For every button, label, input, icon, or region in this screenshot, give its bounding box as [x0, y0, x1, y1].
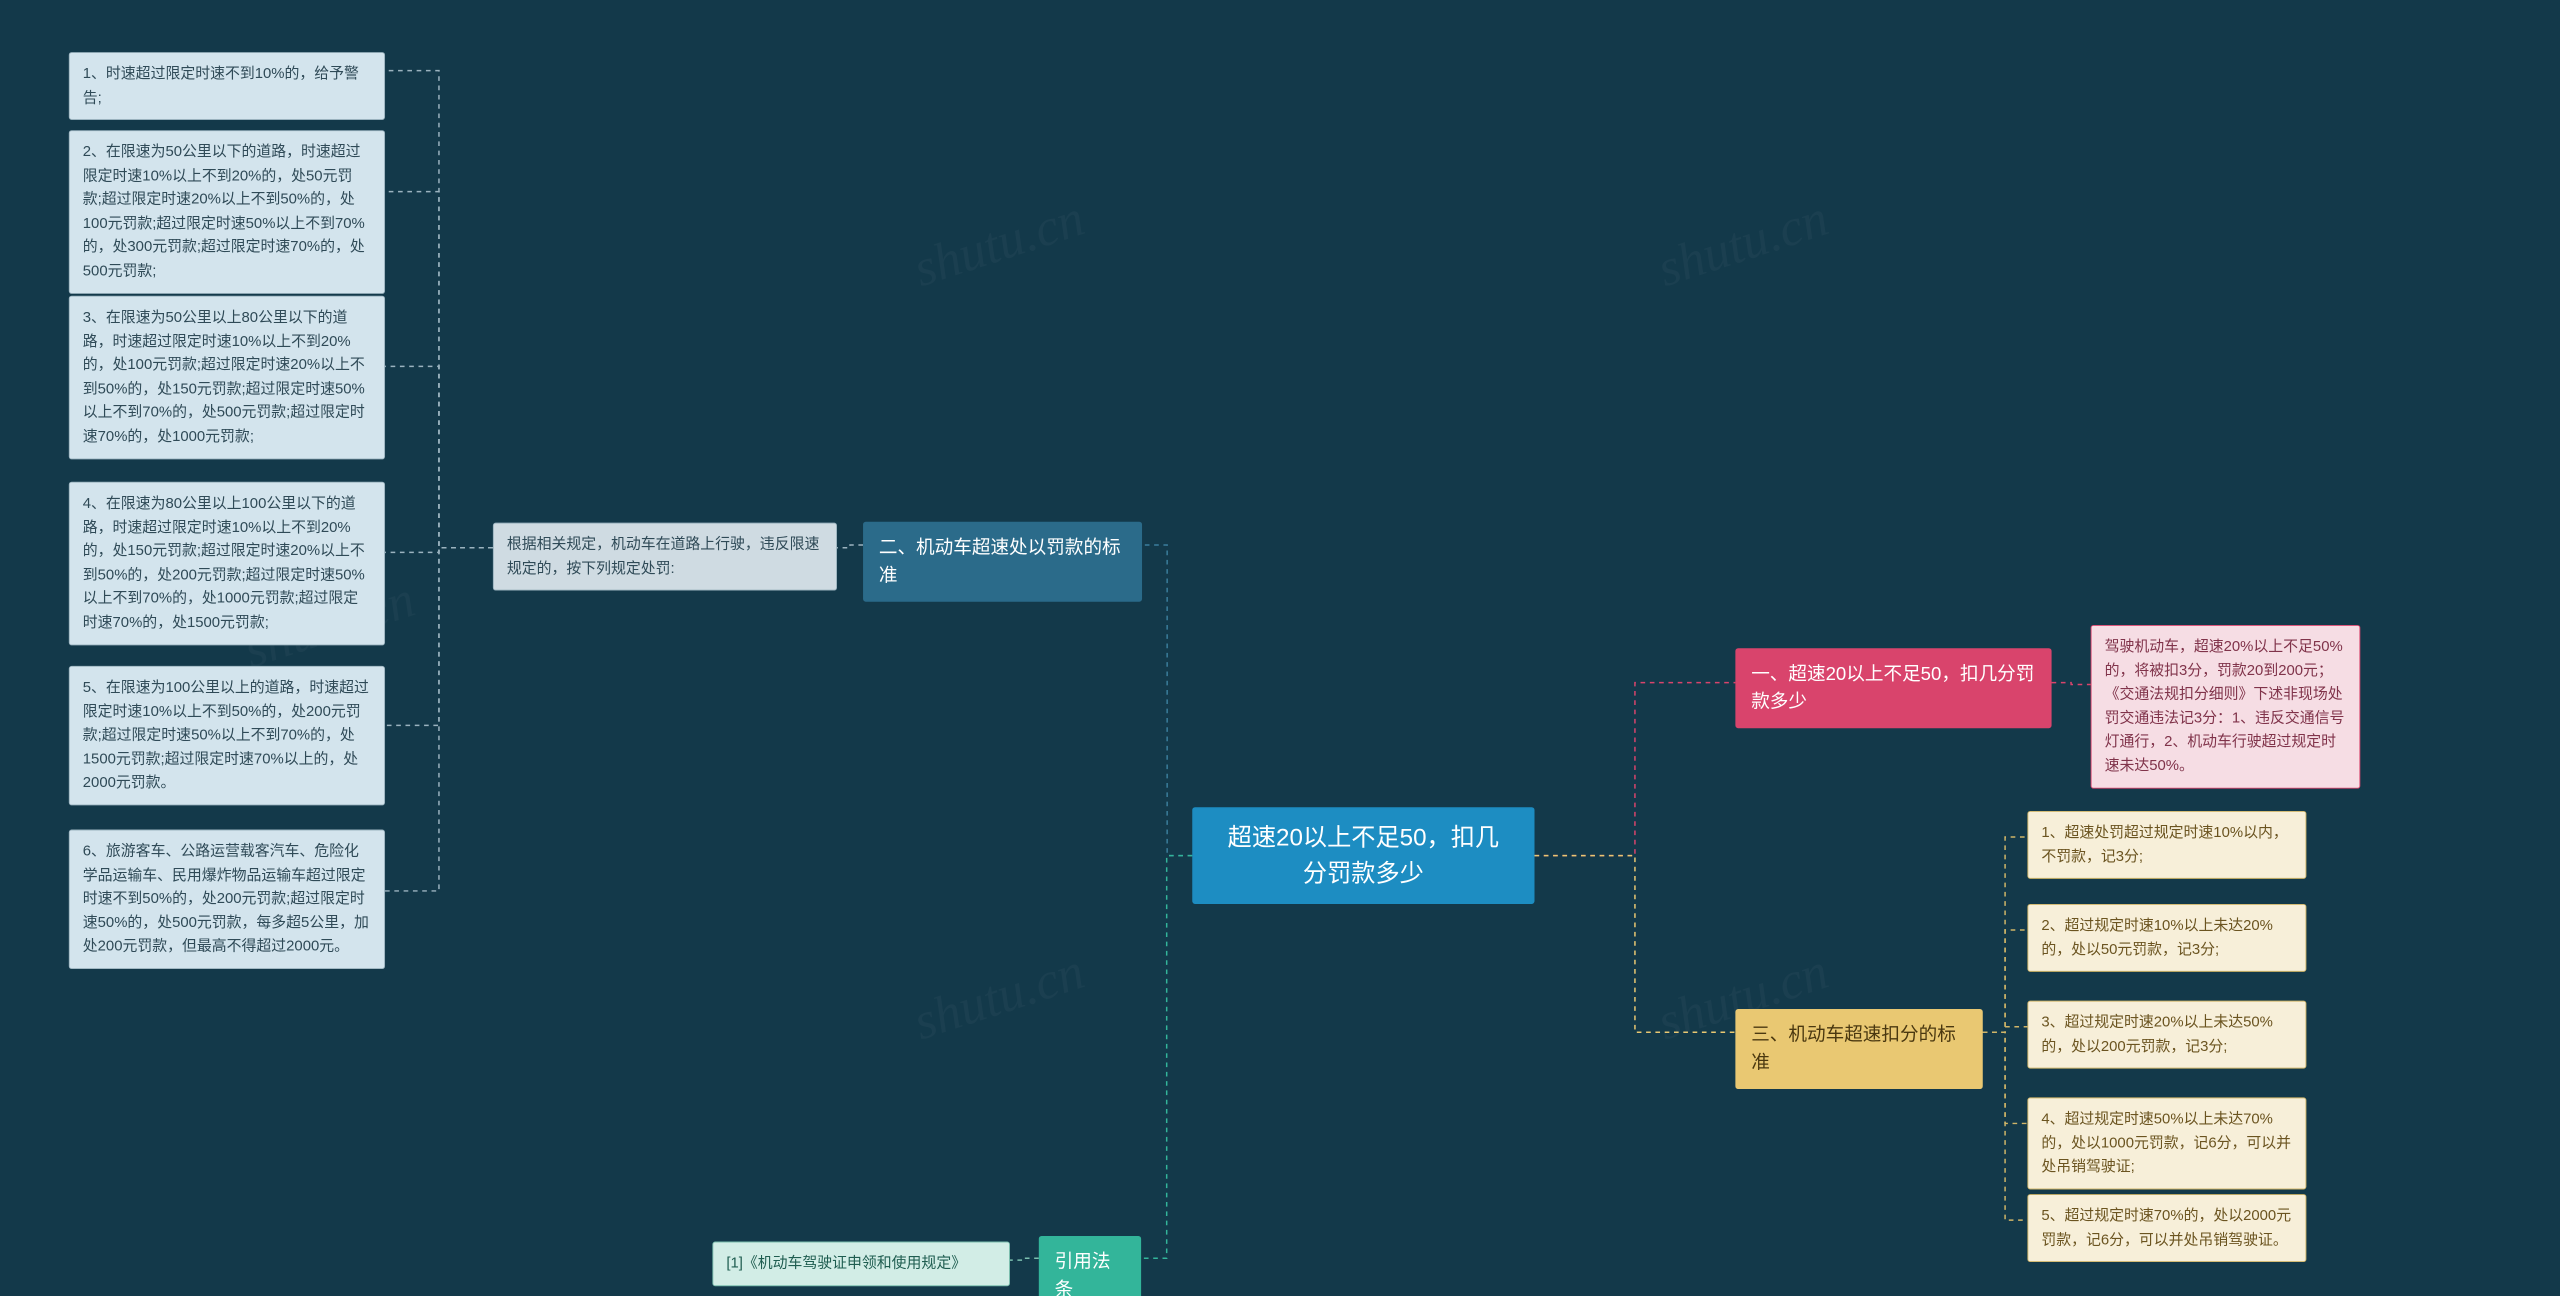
leaf-b2-6: 6、旅游客车、公路运营载客汽车、危险化学品运输车、民用爆炸物品运输车超过限定时速… [69, 830, 385, 969]
branch-3: 三、机动车超速扣分的标准 [1735, 1009, 1982, 1089]
branch-1: 一、超速20以上不足50，扣几分罚 款多少 [1735, 648, 2051, 728]
watermark: shutu.cn [1650, 188, 1835, 299]
watermark: shutu.cn [906, 188, 1091, 299]
leaf-b2-3: 3、在限速为50公里以上80公里以下的道路，时速超过限定时速10%以上不到20%… [69, 296, 385, 459]
leaf-b3-1: 1、超速处罚超过规定时速10%以内，不罚款，记3分; [2027, 811, 2306, 879]
leaf-b2-intro: 根据相关规定，机动车在道路上行驶，违反限速规定的，按下列规定处罚: [493, 523, 837, 591]
leaf-b4-1: [1]《机动车驾驶证申领和使用规定》 [712, 1242, 1010, 1286]
branch-2: 二、机动车超速处以罚款的标准 [863, 522, 1142, 602]
leaf-b2-1: 1、时速超过限定时速不到10%的，给予警告; [69, 52, 385, 120]
leaf-b2-5: 5、在限速为100公里以上的道路，时速超过限定时速10%以上不到50%的，处20… [69, 666, 385, 805]
leaf-b3-3: 3、超过规定时速20%以上未达50%的，处以200元罚款，记3分; [2027, 1001, 2306, 1069]
leaf-b2-4: 4、在限速为80公里以上100公里以下的道路，时速超过限定时速10%以上不到20… [69, 482, 385, 645]
leaf-b2-2: 2、在限速为50公里以下的道路，时速超过限定时速10%以上不到20%的，处50元… [69, 130, 385, 293]
leaf-b3-5: 5、超过规定时速70%的，处以2000元罚款，记6分，可以并处吊销驾驶证。 [2027, 1194, 2306, 1262]
branch-4: 引用法条 [1039, 1236, 1141, 1296]
leaf-b3-4: 4、超过规定时速50%以上未达70%的，处以1000元罚款，记6分，可以并处吊销… [2027, 1097, 2306, 1189]
leaf-b1-1: 驾驶机动车，超速20%以上不足50%的，将被扣3分，罚款20到200元；《交通法… [2091, 625, 2361, 788]
watermark: shutu.cn [906, 942, 1091, 1053]
root-node: 超速20以上不足50，扣几 分罚款多少 [1192, 807, 1534, 904]
leaf-b3-2: 2、超过规定时速10%以上未达20%的，处以50元罚款，记3分; [2027, 904, 2306, 972]
